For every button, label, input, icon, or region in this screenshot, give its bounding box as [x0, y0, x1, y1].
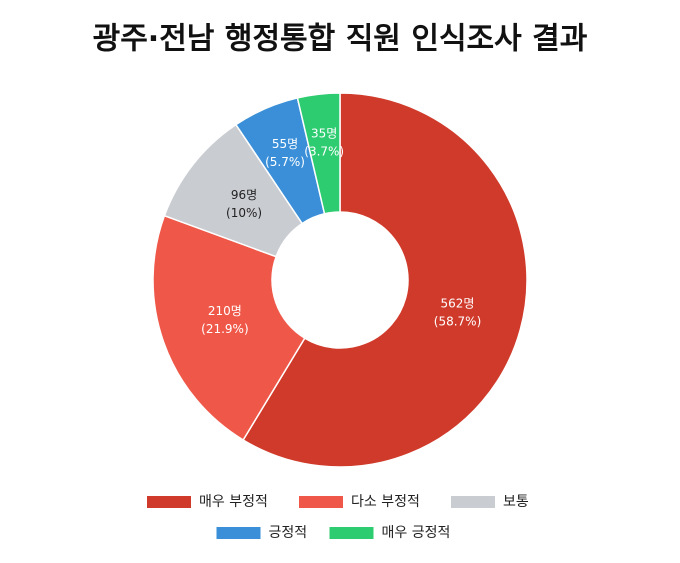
legend-swatch — [147, 496, 191, 508]
value-label: 35명 — [311, 126, 337, 140]
legend-label: 매우 부정적 — [199, 494, 268, 510]
value-label: 96명 — [231, 188, 257, 202]
share-label: (5.7%) — [265, 155, 305, 169]
legend-swatch — [299, 496, 343, 508]
share-label: (3.7%) — [304, 144, 344, 158]
slice — [242, 92, 528, 468]
slice — [152, 214, 306, 442]
legend-swatch — [451, 496, 495, 508]
share-label: (10%) — [226, 206, 262, 220]
share-label: (21.9%) — [201, 322, 248, 336]
legend-label: 매우 긍정적 — [382, 525, 451, 541]
legend-label: 보통 — [503, 494, 529, 510]
value-label: 210명 — [208, 304, 242, 318]
value-label: 55명 — [272, 137, 298, 151]
chart-title: 광주·전남 행정통합 직원 인식조사 결과 — [93, 22, 588, 57]
slice — [296, 92, 341, 215]
legend-swatch — [216, 527, 261, 539]
value-label: 562명 — [441, 296, 475, 310]
share-label: (58.7%) — [434, 314, 481, 328]
legend-label: 긍정적 — [269, 525, 308, 541]
legend-swatch — [329, 527, 374, 539]
legend-label: 다소 부정적 — [351, 494, 420, 510]
